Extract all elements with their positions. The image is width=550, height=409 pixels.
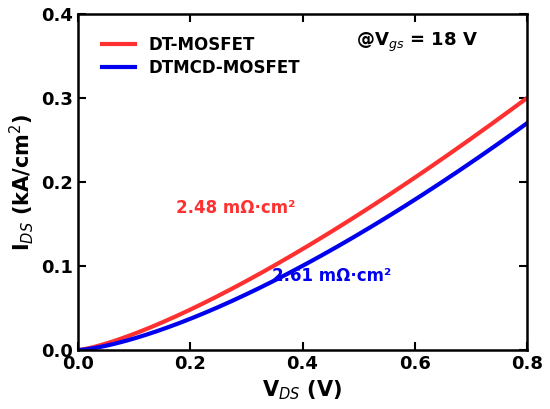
DTMCD-MOSFET xyxy=(524,121,530,126)
DT-MOSFET xyxy=(120,335,127,340)
X-axis label: V$_{DS}$ (V): V$_{DS}$ (V) xyxy=(262,378,343,402)
DTMCD-MOSFET xyxy=(425,189,431,193)
DT-MOSFET xyxy=(272,262,279,267)
DTMCD-MOSFET xyxy=(120,339,127,344)
DT-MOSFET xyxy=(524,96,530,101)
Text: 2.48 mΩ·cm²: 2.48 mΩ·cm² xyxy=(176,199,296,217)
DT-MOSFET xyxy=(433,160,439,165)
Line: DTMCD-MOSFET: DTMCD-MOSFET xyxy=(78,123,527,350)
DTMCD-MOSFET xyxy=(383,215,389,220)
DT-MOSFET xyxy=(256,271,263,276)
DT-MOSFET xyxy=(383,194,389,199)
DTMCD-MOSFET xyxy=(75,348,81,353)
DT-MOSFET xyxy=(425,166,431,171)
DTMCD-MOSFET xyxy=(256,285,263,290)
Line: DT-MOSFET: DT-MOSFET xyxy=(78,98,527,350)
Y-axis label: I$_{DS}$ (kA/cm$^2$): I$_{DS}$ (kA/cm$^2$) xyxy=(7,113,36,251)
DTMCD-MOSFET xyxy=(433,183,439,188)
DTMCD-MOSFET xyxy=(272,277,279,282)
DT-MOSFET xyxy=(75,348,81,353)
Text: @V$_{gs}$ = 18 V: @V$_{gs}$ = 18 V xyxy=(356,31,478,54)
Text: 2.61 mΩ·cm²: 2.61 mΩ·cm² xyxy=(272,267,391,285)
Legend: DT-MOSFET, DTMCD-MOSFET: DT-MOSFET, DTMCD-MOSFET xyxy=(95,29,307,83)
